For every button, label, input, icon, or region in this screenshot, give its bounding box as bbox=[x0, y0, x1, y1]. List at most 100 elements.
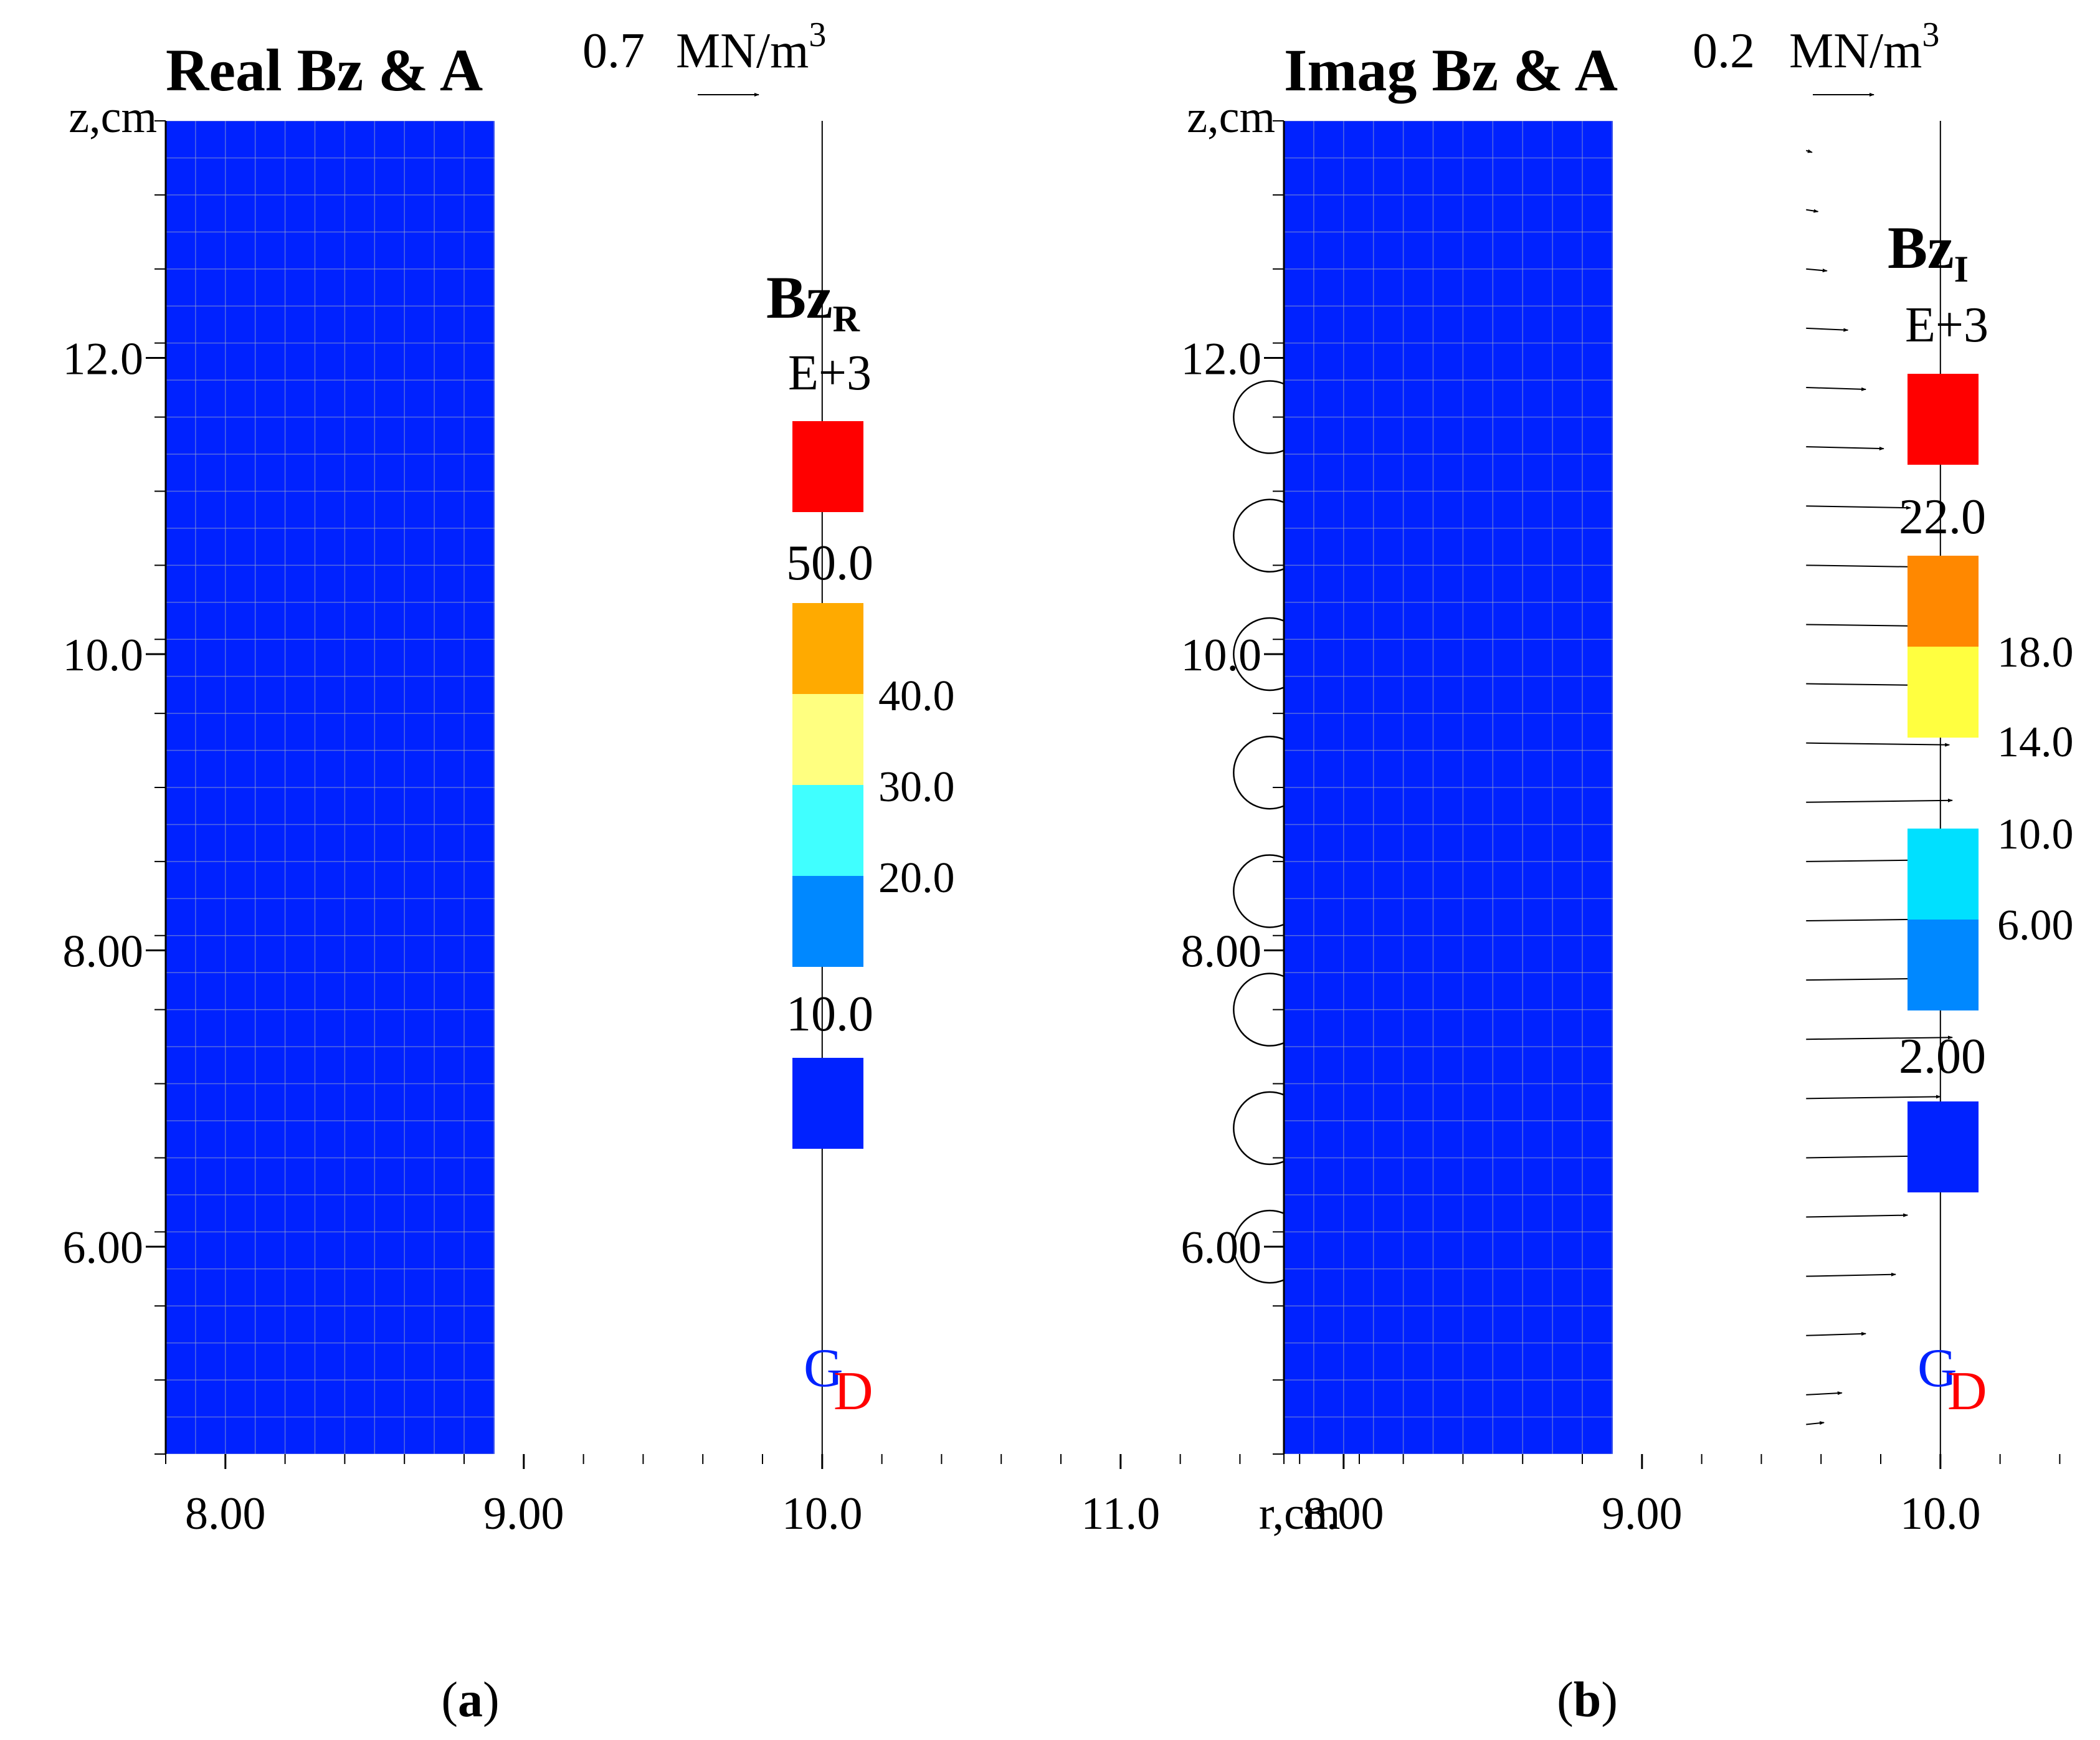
legend-title: BzR bbox=[766, 264, 860, 340]
unit-text: MN/m bbox=[1789, 24, 1922, 78]
vector-arrow-16 bbox=[1806, 1095, 1941, 1100]
y-tick-label: 10.0 bbox=[1181, 630, 1262, 681]
x-tick-label: 10.0 bbox=[782, 1488, 863, 1539]
vector-arrow-0 bbox=[1805, 149, 1813, 153]
caption-close: ) bbox=[483, 1673, 500, 1728]
x-tick-label: 9.00 bbox=[1602, 1488, 1683, 1539]
x-tick-label: 8.00 bbox=[185, 1488, 266, 1539]
legend-exponent: E+3 bbox=[1905, 298, 1988, 353]
legend: BzI E+3 22.0 18.0 14.0 10.0 6.00 2.00 bbox=[1888, 214, 2074, 1192]
caption-letter: a bbox=[458, 1673, 483, 1728]
legend-title-text: Bz bbox=[766, 264, 833, 331]
y-tick-label: 8.00 bbox=[63, 926, 144, 977]
legend-value: 40.0 bbox=[878, 672, 955, 720]
grid bbox=[166, 121, 495, 1454]
vector-arrow-4 bbox=[1806, 387, 1867, 391]
y-tick-label: 12.0 bbox=[63, 333, 144, 384]
title-text: Imag Bz & A bbox=[1284, 37, 1618, 103]
vector-arrow-3 bbox=[1806, 327, 1849, 332]
vector-arrow-22 bbox=[1806, 1421, 1825, 1425]
x-tick-label: 9.00 bbox=[483, 1488, 564, 1539]
legend-swatch-3 bbox=[1908, 829, 1979, 920]
chart-title: Real Bz & A 0.7 MN/m3 bbox=[166, 16, 826, 103]
contour-band-5 bbox=[1873, 684, 1888, 1010]
legend-value: 18.0 bbox=[1997, 629, 2074, 677]
gd-logo: G D bbox=[1917, 1338, 1987, 1422]
y-tick-label: 10.0 bbox=[63, 630, 144, 681]
legend-swatch-2 bbox=[792, 694, 863, 785]
logo-g: G bbox=[804, 1338, 843, 1399]
legend-value: 2.00 bbox=[1899, 1029, 1986, 1084]
y-axis-label: z,cm bbox=[69, 92, 157, 143]
x-tick-label: 11.0 bbox=[1081, 1488, 1160, 1539]
logo-d: D bbox=[1947, 1361, 1987, 1422]
legend-value: 6.00 bbox=[1997, 901, 2074, 949]
caption-close: ) bbox=[1601, 1673, 1618, 1728]
vector-arrow-2 bbox=[1806, 268, 1828, 273]
y-axis-label: z,cm bbox=[1187, 92, 1275, 143]
legend-value: 14.0 bbox=[1997, 718, 2074, 766]
legend-title: BzI bbox=[1888, 214, 1969, 290]
field-map bbox=[1284, 121, 1888, 1454]
legend-value: 10.0 bbox=[1997, 811, 2074, 858]
gd-logo: G D bbox=[804, 1338, 873, 1422]
unit-sup: 3 bbox=[809, 16, 826, 54]
legend: BzR E+3 50.0 40.0 30.0 20.0 10.0 bbox=[766, 264, 955, 1149]
legend-swatch-1 bbox=[1908, 556, 1979, 647]
legend-value: 22.0 bbox=[1899, 490, 1986, 544]
legend-subscript: I bbox=[1954, 249, 1969, 290]
caption-open: ( bbox=[1557, 1673, 1574, 1728]
panel-a: Real Bz & A 0.7 MN/m3 6.00 8.00 10.0 12.0 z,… bbox=[63, 16, 1360, 1728]
x-tick-label: 10.0 bbox=[1900, 1488, 1981, 1539]
vector-arrow-17 bbox=[1806, 1154, 1926, 1159]
field-map bbox=[166, 121, 495, 1454]
legend-value: 30.0 bbox=[878, 763, 955, 811]
legend-swatch-0 bbox=[1908, 374, 1979, 465]
vector-scale-value: 0.2 bbox=[1693, 24, 1755, 78]
caption-open: ( bbox=[441, 1673, 458, 1728]
legend-swatch-5 bbox=[1908, 1101, 1979, 1192]
panel-caption: (a) bbox=[441, 1673, 499, 1728]
x-tick-label: 8.00 bbox=[1303, 1488, 1384, 1539]
legend-swatch-4 bbox=[1908, 920, 1979, 1010]
legend-value: 50.0 bbox=[786, 536, 873, 591]
legend-swatch-1 bbox=[792, 603, 863, 694]
vector-arrow-11 bbox=[1806, 798, 1953, 803]
vector-arrow-10 bbox=[1806, 742, 1950, 747]
vector-arrow-6 bbox=[1806, 505, 1911, 510]
vector-scale-unit: MN/m3 bbox=[1789, 16, 1939, 78]
y-tick-label: 6.00 bbox=[63, 1222, 144, 1273]
legend-swatch-3 bbox=[792, 785, 863, 876]
legend-swatch-5 bbox=[792, 1058, 863, 1149]
legend-subscript: R bbox=[833, 298, 860, 340]
y-tick-label: 6.00 bbox=[1181, 1222, 1262, 1273]
legend-title-text: Bz bbox=[1888, 214, 1954, 281]
unit-sup: 3 bbox=[1922, 16, 1939, 54]
vector-arrow-15 bbox=[1806, 1035, 1953, 1040]
panel-b: Imag Bz & A 0.2 MN/m3 6.00 8.00 10.0 12.0 z,… bbox=[1181, 16, 2074, 1728]
vector-arrow-19 bbox=[1806, 1272, 1896, 1277]
logo-d: D bbox=[834, 1361, 873, 1422]
vector-arrow-1 bbox=[1806, 209, 1819, 213]
unit-text: MN/m bbox=[676, 24, 809, 78]
axes: 6.00 8.00 10.0 12.0 z,cm 8.00 9.00 10.0 11.0 r,cm bbox=[63, 92, 1360, 1539]
vector-arrow-21 bbox=[1806, 1391, 1843, 1395]
y-tick-label: 12.0 bbox=[1181, 333, 1262, 384]
panel-caption: (b) bbox=[1557, 1673, 1618, 1728]
legend-swatch-2 bbox=[1908, 647, 1979, 738]
caption-letter: b bbox=[1574, 1673, 1602, 1728]
grid bbox=[1284, 121, 1613, 1454]
legend-swatch-0 bbox=[792, 421, 863, 512]
chart-title: Imag Bz & A 0.2 MN/m3 bbox=[1284, 16, 1939, 103]
vector-scale-unit: MN/m3 bbox=[676, 16, 826, 78]
vector-arrow-20 bbox=[1806, 1331, 1867, 1336]
vector-arrow-18 bbox=[1806, 1213, 1909, 1218]
x-axis-label: r,cm bbox=[1259, 1488, 1341, 1539]
legend-value: 20.0 bbox=[878, 854, 955, 902]
vector-arrow-5 bbox=[1806, 446, 1884, 450]
legend-swatch-4 bbox=[792, 876, 863, 967]
logo-g: G bbox=[1917, 1338, 1957, 1399]
vector-scale-value: 0.7 bbox=[582, 24, 645, 78]
